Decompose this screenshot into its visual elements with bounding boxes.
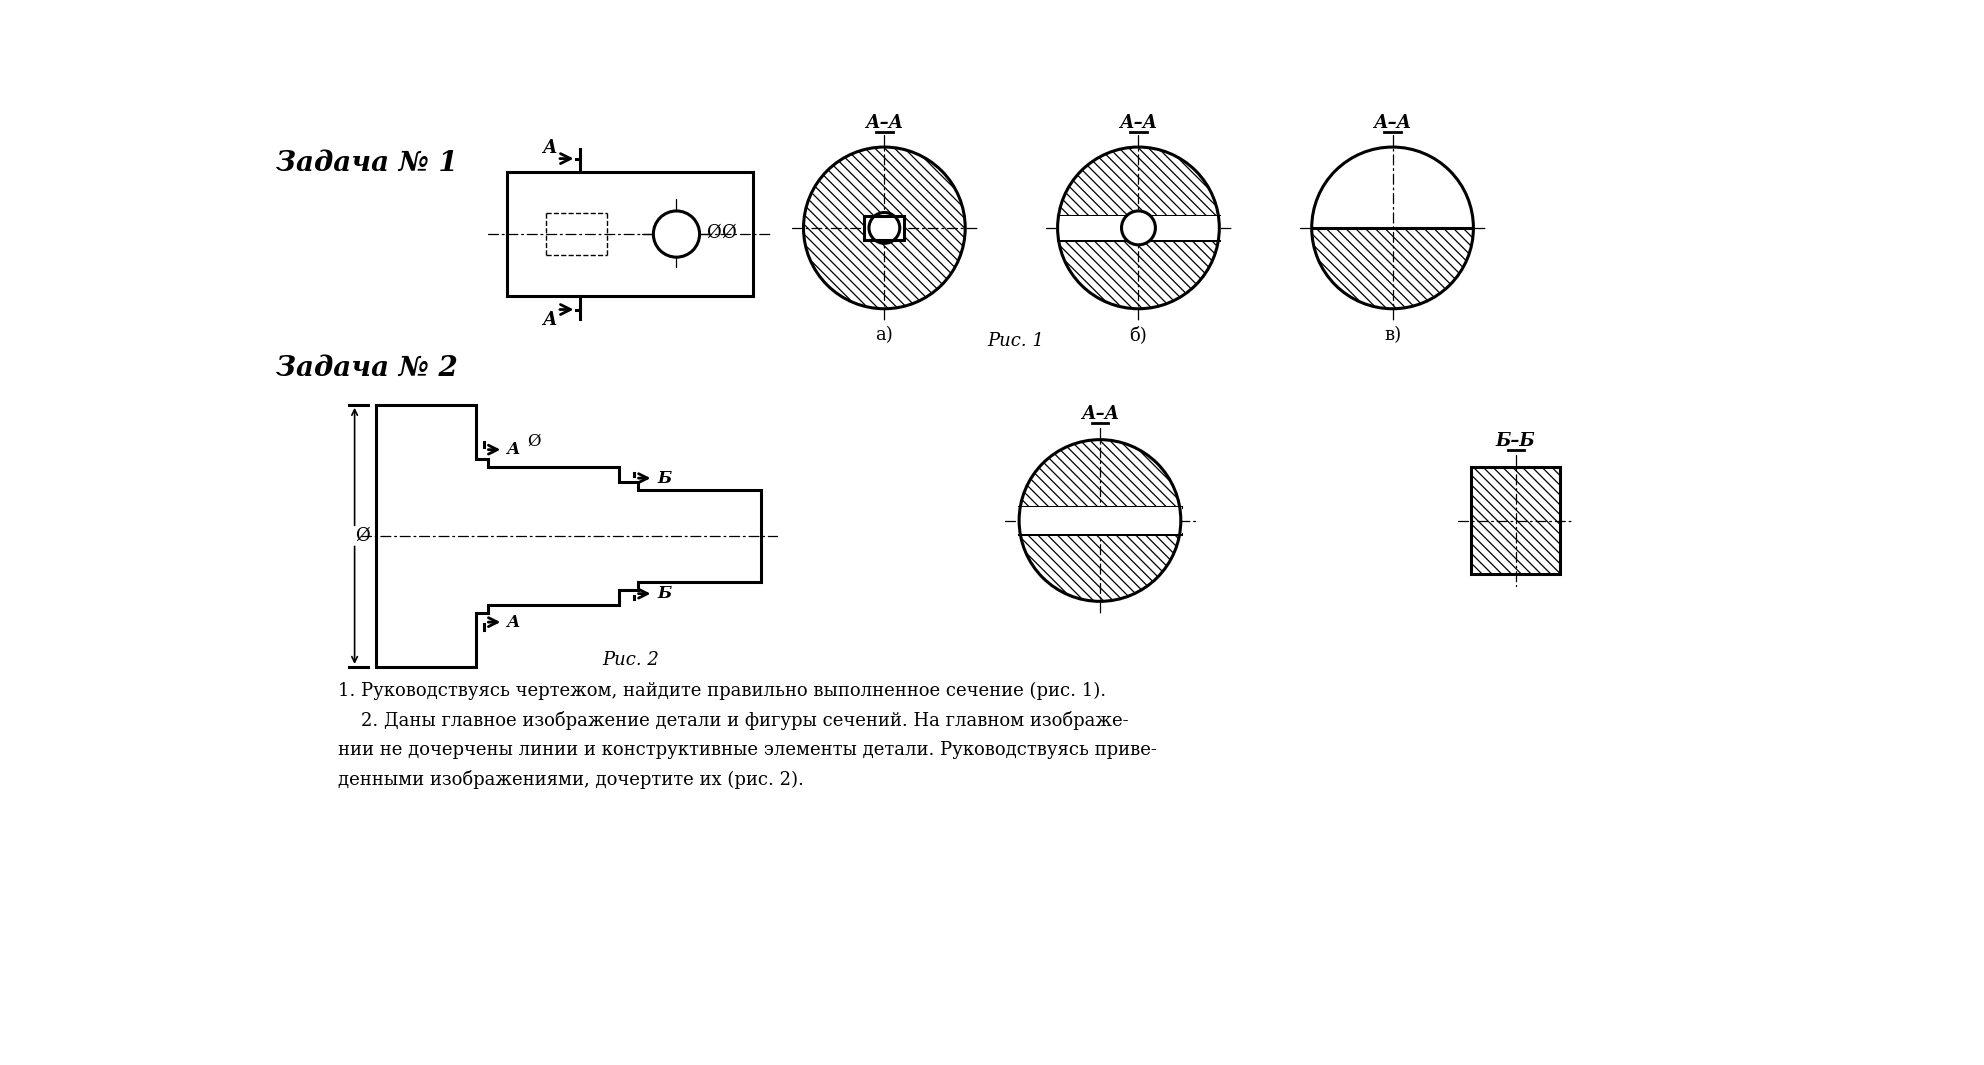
Bar: [1472, 466, 1559, 574]
Text: Ø: Ø: [706, 224, 720, 242]
Bar: [1472, 466, 1559, 574]
Bar: [508, 173, 754, 296]
Text: А–А: А–А: [1119, 114, 1157, 132]
Circle shape: [1311, 147, 1474, 309]
Text: А–А: А–А: [865, 114, 903, 132]
Text: Ø: Ø: [720, 224, 736, 242]
Text: 2. Даны главное изображение детали и фигуры сечений. На главном изображе-: 2. Даны главное изображение детали и фиг…: [337, 711, 1129, 731]
Circle shape: [1057, 147, 1220, 309]
Text: А–А: А–А: [1373, 114, 1413, 132]
Bar: [865, 215, 905, 241]
Polygon shape: [377, 405, 762, 667]
Text: а): а): [875, 326, 893, 344]
Circle shape: [869, 213, 901, 243]
Circle shape: [1020, 440, 1180, 602]
Text: Ø: Ø: [528, 432, 542, 449]
Circle shape: [804, 147, 964, 309]
Text: Ø: Ø: [355, 527, 369, 545]
Text: 1. Руководствуясь чертежом, найдите правильно выполненное сечение (рис. 1).: 1. Руководствуясь чертежом, найдите прав…: [337, 683, 1105, 701]
Text: Рис. 1: Рис. 1: [986, 332, 1044, 349]
Text: Б–Б: Б–Б: [1496, 431, 1536, 449]
Text: Б: Б: [657, 470, 671, 487]
Text: А: А: [542, 311, 558, 329]
Text: нии не дочерчены линии и конструктивные элементы детали. Руководствуясь приве-: нии не дочерчены линии и конструктивные …: [337, 741, 1157, 758]
Bar: [865, 215, 905, 241]
Text: Б: Б: [657, 585, 671, 602]
Bar: [1055, 215, 1220, 241]
Text: А: А: [508, 613, 520, 630]
Circle shape: [653, 211, 700, 257]
Text: Задача № 2: Задача № 2: [276, 355, 458, 382]
Circle shape: [1121, 211, 1155, 245]
Text: А–А: А–А: [1081, 405, 1119, 423]
Text: Рис. 2: Рис. 2: [601, 652, 659, 670]
Text: А: А: [542, 138, 558, 157]
Text: б): б): [1129, 326, 1147, 344]
Bar: [1018, 507, 1182, 534]
Text: Задача № 1: Задача № 1: [276, 149, 458, 177]
Text: денными изображениями, дочертите их (рис. 2).: денными изображениями, дочертите их (рис…: [337, 770, 804, 789]
Text: А: А: [508, 441, 520, 458]
Text: в): в): [1385, 326, 1401, 344]
